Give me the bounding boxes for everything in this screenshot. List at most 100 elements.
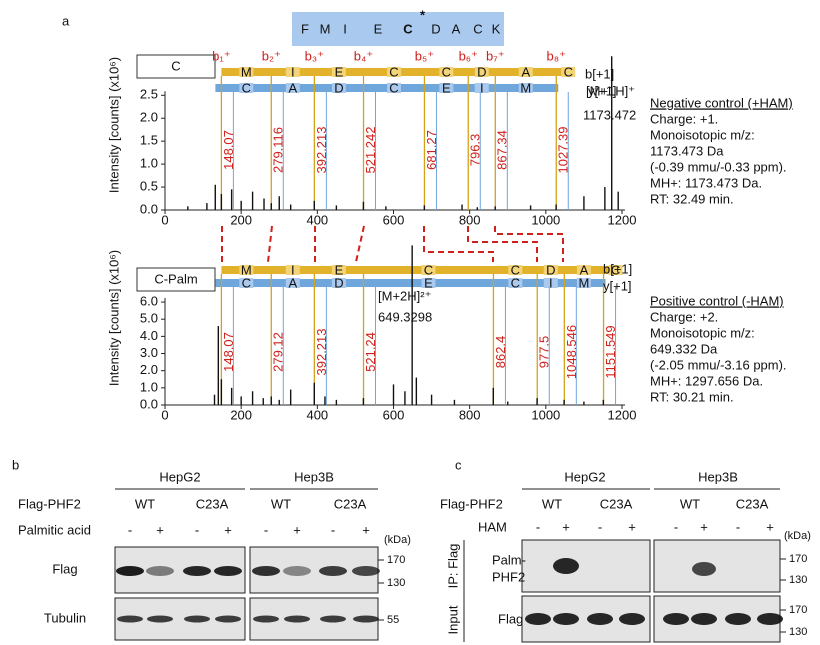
ion-label: b₄⁺ — [354, 48, 373, 63]
treatment: + — [156, 522, 164, 537]
x-tick-label: 800 — [459, 212, 481, 227]
connectors — [221, 225, 564, 263]
x-tick-label: 0 — [161, 212, 168, 227]
b-residue: A — [521, 64, 530, 79]
residue-chip — [331, 67, 346, 77]
marker: 170 — [789, 604, 807, 616]
info-line: (-2.05 mmu/-3.16 ppm). — [650, 357, 787, 372]
y-tick-label: 0.0 — [140, 201, 158, 216]
cell-line: HepG2 — [159, 469, 200, 484]
info-line: RT: 32.49 min. — [650, 191, 734, 206]
ion-label: b₆⁺ — [459, 48, 478, 63]
residue-chip — [474, 67, 489, 77]
ion-mz-label: 681.27 — [424, 130, 439, 170]
band — [146, 566, 174, 576]
y-tick-label: 6.0 — [140, 293, 158, 308]
band — [553, 558, 579, 574]
y-tick-label: 5.0 — [140, 311, 158, 326]
residue-chip — [386, 83, 401, 93]
band — [147, 615, 173, 623]
ion-label: b₃⁺ — [305, 48, 324, 63]
connector — [355, 225, 365, 263]
residue-chip — [439, 67, 454, 77]
band — [116, 566, 144, 576]
residue: D — [431, 21, 440, 36]
b-residue: I — [291, 64, 295, 79]
residue-chip — [331, 278, 346, 288]
row-label: y[+1] — [603, 278, 632, 293]
row-label: b[+1] — [603, 261, 632, 276]
b-residue: C — [611, 262, 620, 277]
b-residue: C — [511, 262, 520, 277]
b-residue: C — [389, 64, 398, 79]
row-label: b[+1] — [585, 66, 614, 81]
residue-chip — [421, 278, 436, 288]
x-tick-label: 400 — [306, 407, 328, 422]
y-ion-row — [215, 84, 559, 92]
band — [214, 566, 242, 576]
y-ion-row — [215, 279, 606, 287]
info-line: MH+: 1173.473 Da. — [650, 175, 762, 190]
info-line: (-0.39 mmu/-0.33 ppm). — [650, 159, 787, 174]
ion-mz-label: 796.3 — [468, 134, 483, 167]
residue: F — [301, 21, 309, 36]
x-tick-label: 600 — [383, 407, 405, 422]
sample-label: C-Palm — [154, 271, 197, 286]
connector — [467, 226, 538, 262]
x-tick-label: 1200 — [608, 407, 637, 422]
row-label: Palm- — [492, 552, 526, 567]
band — [353, 615, 379, 623]
b-residue: C — [424, 262, 433, 277]
x-tick-label: 800 — [459, 407, 481, 422]
band — [319, 566, 347, 576]
y-residue: C — [242, 80, 251, 95]
connector — [423, 226, 494, 262]
ion-mz-label: 1048.546 — [564, 325, 579, 379]
info-line: 1173.473 Da — [650, 143, 724, 158]
band — [253, 615, 279, 623]
cell-line: HepG2 — [564, 469, 605, 484]
panel-label: c — [455, 457, 462, 472]
precursor-ion: [M+2H]²⁺ — [378, 288, 431, 303]
residue-chip — [576, 278, 591, 288]
band — [283, 566, 311, 576]
band — [215, 615, 241, 623]
residue-chip — [561, 67, 576, 77]
ion-mz-label: 1151.549 — [603, 325, 618, 378]
band — [184, 615, 210, 623]
band — [183, 566, 211, 576]
residue-chip — [239, 265, 254, 275]
residue: E — [374, 21, 383, 36]
residue-chip — [285, 83, 300, 93]
modification: * — [420, 7, 426, 22]
input-label: Input — [445, 605, 460, 634]
ip-label: IP: Flag — [445, 544, 460, 589]
info-line: Charge: +1. — [650, 111, 718, 126]
y-residue: E — [424, 275, 433, 290]
ion-mz-label: 521.24 — [363, 332, 378, 372]
y-residue: I — [549, 275, 553, 290]
row-label: Tubulin — [44, 610, 86, 625]
panel-label: b — [12, 457, 19, 472]
marker: 130 — [789, 626, 807, 638]
x-tick-label: 200 — [230, 212, 252, 227]
x-tick-label: 400 — [306, 212, 328, 227]
y-axis-label: Intensity [counts] (x10⁶) — [106, 57, 121, 193]
treatment: + — [293, 522, 301, 537]
construct: C23A — [196, 496, 229, 511]
b-residue: C — [442, 64, 451, 79]
treatment: + — [562, 519, 570, 534]
info-line: RT: 30.21 min. — [650, 389, 734, 404]
kda-unit: (kDa) — [784, 530, 811, 542]
ion-label: b₂⁺ — [262, 48, 281, 63]
sequence-box — [292, 12, 504, 46]
connector — [267, 225, 273, 263]
kda-unit: (kDa) — [384, 534, 411, 546]
sample-label: C — [171, 58, 180, 73]
info-title: Negative control (+HAM) — [650, 95, 793, 110]
marker: 130 — [789, 574, 807, 586]
ion-label: b₈⁺ — [547, 48, 566, 63]
treatment: - — [674, 519, 678, 534]
treatment: - — [598, 519, 602, 534]
